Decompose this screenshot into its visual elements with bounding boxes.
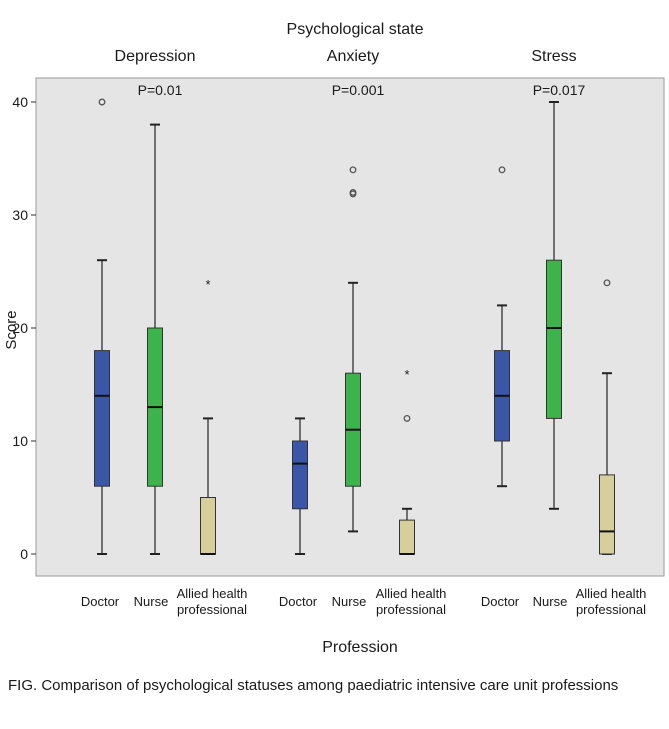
box-depression-nurse: [147, 123, 163, 555]
box-iqr: [200, 497, 216, 555]
category-label: Nurse: [533, 594, 568, 609]
category-label-line: Doctor: [481, 594, 520, 609]
p-value-annotation: P=0.001: [332, 82, 385, 98]
outlier-point: [498, 166, 506, 174]
category-label: Nurse: [134, 594, 169, 609]
category-label-line: Doctor: [81, 594, 120, 609]
box-iqr: [292, 440, 308, 510]
category-label-line: Nurse: [533, 594, 568, 609]
category-label-line: professional: [177, 602, 247, 617]
group-headers: Depression P=0.01 Anxiety P=0.001 Stress P=0.…: [115, 48, 586, 98]
extreme-point: *: [404, 367, 409, 382]
box-series: **: [94, 98, 615, 555]
category-label-line: professional: [376, 602, 446, 617]
box-anxiety-allied: *: [399, 367, 415, 555]
box-iqr: [399, 519, 415, 555]
outlier-point: [349, 166, 357, 174]
box-iqr: [599, 474, 615, 555]
category-label-line: Allied health: [177, 586, 248, 601]
y-tick-label: 0: [20, 546, 28, 562]
category-label-line: Nurse: [332, 594, 367, 609]
y-tick-label: 40: [12, 94, 28, 110]
group-header: Stress: [531, 48, 576, 65]
group-header: Anxiety: [327, 48, 379, 65]
box-anxiety-nurse: [345, 166, 361, 533]
group-header: Depression: [115, 48, 196, 65]
box-iqr: [94, 350, 110, 487]
category-label: Doctor: [481, 594, 520, 609]
box-stress-doctor: [494, 166, 510, 488]
category-label-line: Allied health: [576, 586, 647, 601]
box-stress-nurse: [546, 101, 562, 510]
category-label: Doctor: [279, 594, 318, 609]
extreme-point: *: [205, 277, 210, 292]
category-label-line: Nurse: [134, 594, 169, 609]
box-iqr: [546, 259, 562, 419]
category-label: Nurse: [332, 594, 367, 609]
category-label: Doctor: [81, 594, 120, 609]
y-tick-label: 10: [12, 433, 28, 449]
box-anxiety-doctor: [292, 417, 308, 555]
x-axis-title: Profession: [322, 639, 398, 656]
outlier-point: [349, 190, 357, 198]
outlier-point: [98, 98, 106, 106]
plot-panel: [35, 77, 665, 577]
category-label-line: Allied health: [376, 586, 447, 601]
category-label: Allied health professional: [376, 586, 447, 617]
y-axis: 0 10 20 30 40: [12, 94, 36, 562]
box-plot-chart: Psychological state Depression P=0.01 Anxi…: [3, 21, 665, 656]
figure-caption: FIG. Comparison of psychological statuse…: [8, 677, 619, 694]
y-tick-label: 30: [12, 207, 28, 223]
box-stress-allied: [599, 279, 615, 555]
category-label-line: professional: [576, 602, 646, 617]
outlier-point: [603, 279, 611, 287]
y-tick-label: 20: [12, 320, 28, 336]
category-label: Allied health professional: [177, 586, 248, 617]
box-depression-allied: *: [200, 277, 216, 555]
category-label: Allied health professional: [576, 586, 647, 617]
y-axis-title: Score: [3, 310, 20, 349]
chart-title: Psychological state: [287, 21, 424, 38]
category-label-line: Doctor: [279, 594, 318, 609]
outlier-point: [403, 414, 411, 422]
box-depression-doctor: [94, 98, 110, 555]
p-value-annotation: P=0.017: [533, 82, 586, 98]
p-value-annotation: P=0.01: [138, 82, 183, 98]
